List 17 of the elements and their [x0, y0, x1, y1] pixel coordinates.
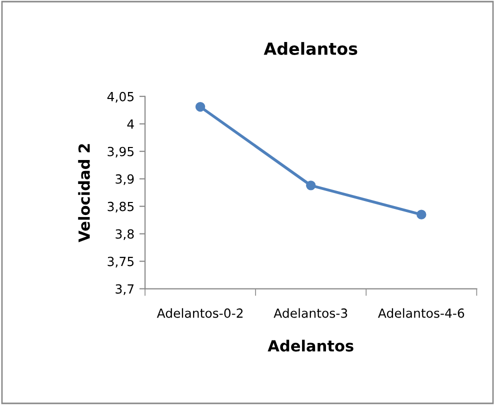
x-tick-label: Adelantos-0-2 [156, 308, 243, 318]
chart-title: Adelantos [264, 42, 358, 55]
y-tick-label: 3,8 [116, 229, 134, 240]
y-tick-label: 3,9 [116, 174, 134, 186]
point [306, 180, 316, 190]
y-tick-label: 3,95 [108, 146, 134, 158]
y-tick-label: 3,85 [108, 202, 134, 213]
x-tick-label: Adelantos-4-6 [378, 308, 464, 318]
y-tick-label: 3,75 [108, 256, 134, 268]
point [416, 210, 426, 220]
y-axis-title: Velocidad 2 [78, 144, 90, 242]
x-axis-title: Adelantos [268, 340, 354, 352]
y-tick-label: 4,05 [107, 92, 134, 103]
y-tick-label: 3,7 [116, 284, 134, 295]
x-tick-label: Adelantos-3 [274, 308, 348, 318]
point [195, 102, 206, 112]
y-tick-label: 4 [127, 120, 134, 129]
